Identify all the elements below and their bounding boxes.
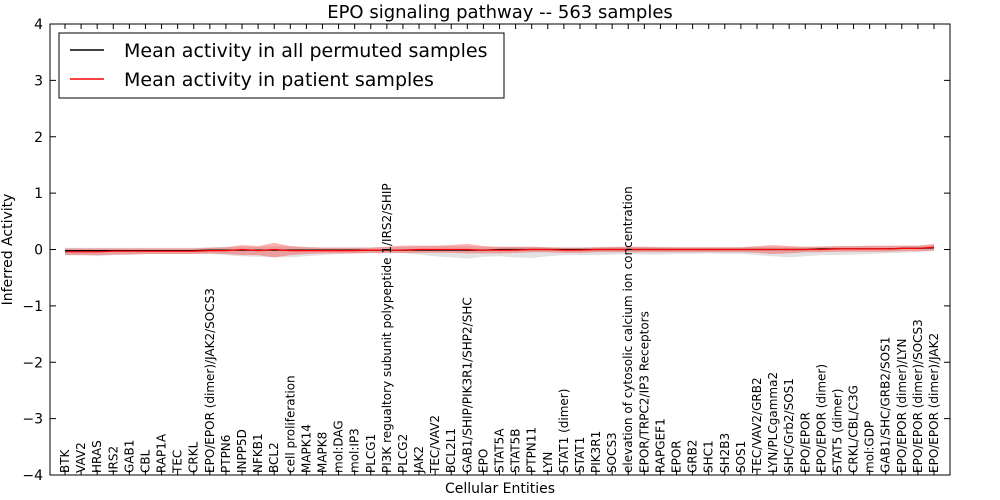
x-category-label: RAPGEF1 bbox=[653, 418, 667, 473]
x-category-label: EPO/EPOR (dimer)/SOCS3 bbox=[911, 319, 925, 473]
x-category-label: GRB2 bbox=[686, 439, 700, 473]
x-category-label: RAP1A bbox=[155, 433, 169, 473]
y-tick-label: 1 bbox=[34, 186, 43, 202]
x-category-label: STAT5B bbox=[509, 429, 523, 474]
x-category-label: PI3K regualtory subunit polypeptide 1/IR… bbox=[380, 183, 394, 473]
y-axis-title: Inferred Activity bbox=[0, 194, 16, 306]
x-category-label: SOS1 bbox=[734, 441, 748, 473]
x-category-label: MAPK8 bbox=[316, 432, 330, 473]
x-category-label: EPO/EPOR (dimer)/JAK2/SOCS3 bbox=[203, 288, 217, 473]
x-category-label: GAB1/SHIP/PIK3R1/SHP2/SHC bbox=[460, 297, 474, 473]
y-tick-label: −4 bbox=[22, 468, 43, 484]
plot-frame bbox=[49, 23, 951, 476]
x-category-label: CRKL bbox=[187, 441, 201, 473]
y-tick-label: 4 bbox=[34, 17, 43, 33]
x-category-label: BCL2L1 bbox=[444, 428, 458, 473]
x-category-label: PLCG2 bbox=[396, 434, 410, 473]
x-category-label: TEC bbox=[171, 450, 185, 474]
x-category-label: JAK2 bbox=[412, 446, 426, 474]
x-category-label: HRAS bbox=[90, 440, 104, 473]
x-category-label: PLCG1 bbox=[364, 434, 378, 473]
x-category-label: SH2B3 bbox=[718, 433, 732, 473]
x-category-label: mol:IP3 bbox=[348, 428, 362, 473]
x-category-label: TEC/VAV2/GRB2 bbox=[750, 377, 764, 474]
legend-label-patient: Mean activity in patient samples bbox=[124, 69, 434, 91]
x-axis-title: Cellular Entities bbox=[445, 481, 555, 497]
x-category-label: SHC1 bbox=[702, 440, 716, 473]
x-category-label: SHC/Grb2/SOS1 bbox=[782, 378, 796, 473]
x-category-label: mol:DAG bbox=[332, 420, 346, 473]
x-category-label: EPOR bbox=[670, 440, 684, 473]
x-category-label: BTK bbox=[58, 448, 72, 473]
x-category-label: VAV2 bbox=[74, 442, 88, 473]
x-category-label: STAT1 (dimer) bbox=[557, 389, 571, 473]
x-category-label: BCL2 bbox=[267, 442, 281, 473]
x-category-label: elevation of cytosolic calcium ion conce… bbox=[621, 186, 635, 473]
x-category-label: SOCS3 bbox=[605, 432, 619, 473]
legend-box bbox=[58, 32, 505, 99]
chart-title: EPO signaling pathway -- 563 samples bbox=[327, 2, 673, 23]
x-category-label: INPP5D bbox=[235, 429, 249, 473]
series-line-1 bbox=[65, 246, 935, 253]
y-tick-label: 3 bbox=[34, 73, 43, 89]
y-tick-label: −3 bbox=[22, 412, 43, 428]
x-category-label: EPO/EPOR (dimer) bbox=[814, 364, 828, 473]
x-category-label: PIK3R1 bbox=[589, 431, 603, 473]
x-category-label: IRS2 bbox=[106, 446, 120, 473]
x-category-label: PTPN6 bbox=[219, 435, 233, 473]
band-series-0 bbox=[65, 245, 934, 259]
x-category-label: CBL bbox=[139, 449, 153, 473]
series-lines bbox=[65, 246, 935, 253]
x-category-label: PTPN11 bbox=[525, 427, 539, 473]
x-category-label: STAT5A bbox=[493, 428, 507, 473]
x-category-label: STAT1 bbox=[573, 437, 587, 473]
x-category-label: EPO/EPOR bbox=[798, 412, 812, 473]
x-category-label: CRKL/CBL/C3G bbox=[847, 385, 861, 473]
legend-label-permuted: Mean activity in all permuted samples bbox=[124, 40, 487, 62]
x-axis-category-labels: BTK VAV2 HRAS IRS2 GAB1 CBL RAP1A TEC CRKL EPO/EP… bbox=[58, 24, 941, 475]
x-category-label: EPOR/TRPC2/IP3 Receptors bbox=[637, 311, 651, 473]
x-category-label: GAB1 bbox=[122, 440, 136, 473]
legend: Mean activity in all permuted samples Me… bbox=[58, 32, 505, 99]
x-category-label: EPO/EPOR (dimer)/LYN bbox=[895, 339, 909, 473]
x-category-label: MAPK14 bbox=[299, 424, 313, 473]
x-category-label: TEC/VAV2 bbox=[428, 415, 442, 474]
y-tick-label: −2 bbox=[22, 355, 43, 371]
x-category-label: EPO/EPOR (dimer)/JAK2 bbox=[927, 333, 941, 473]
x-category-label: LYN/PLCgamma2 bbox=[766, 372, 780, 473]
x-category-label: LYN bbox=[541, 452, 555, 473]
y-tick-label: −1 bbox=[22, 299, 43, 315]
y-axis-ticks: −4 −3 −2 −1 0 1 2 3 4 bbox=[22, 17, 950, 484]
y-tick-label: 0 bbox=[34, 243, 43, 259]
x-category-label: GAB1/SHC/GRB2/SOS1 bbox=[879, 337, 893, 473]
y-tick-label: 2 bbox=[34, 130, 43, 146]
x-category-label: EPO bbox=[476, 449, 490, 473]
x-category-label: mol:GDP bbox=[863, 421, 877, 473]
x-category-label: STAT5 (dimer) bbox=[830, 389, 844, 473]
x-category-label: NFKB1 bbox=[251, 433, 265, 473]
x-category-label: cell proliferation bbox=[283, 375, 297, 473]
